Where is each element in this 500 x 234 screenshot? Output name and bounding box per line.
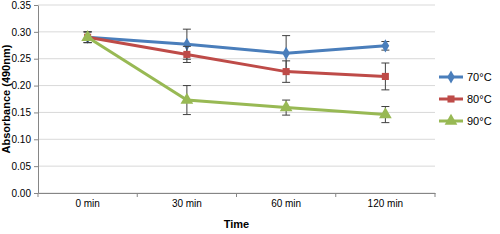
error-bar-cap [282,115,290,116]
data-area [81,29,391,122]
y-tick-mark [34,86,38,87]
x-separator [435,193,436,197]
x-tick: 60 min [271,193,301,209]
error-bar-cap [381,63,389,64]
legend-entry: 90°C [439,114,492,127]
x-tick-label: 30 min [172,198,202,209]
error-bar-cap [84,42,92,43]
error-bar-cap [183,46,191,47]
y-tick-mark [34,112,38,113]
series-marker [283,68,290,75]
x-separator [236,193,237,197]
y-tick-mark [34,59,38,60]
legend-entry: 80°C [439,93,492,105]
series [81,30,391,123]
y-tick-label: 0.30 [12,27,32,38]
error-bar [183,29,191,59]
y-tick-mark [34,5,38,6]
y-tick: 0.20 [12,80,38,91]
y-tick: 0.05 [12,161,38,172]
y-tick-label: 0.05 [12,161,32,172]
legend-label: 70°C [467,71,492,83]
y-axis: 0.00 0.05 0.10 0.15 0.20 0.25 0.30 0.35 [12,0,39,199]
x-axis-title: Time [224,218,249,230]
plot: 0.00 0.05 0.10 0.15 0.20 0.25 0.30 0.35 0 min 30 … [12,0,436,209]
legend-marker [447,70,455,83]
y-tick: 0.35 [12,0,38,11]
series-marker [382,39,390,52]
error-bar [282,61,290,82]
x-axis: 0 min 30 min 60 min 120 min [38,193,436,209]
series-marker [379,107,392,118]
error-bar-cap [282,82,290,83]
y-tick-label: 0.25 [12,53,32,64]
legend-entry: 70°C [439,70,492,83]
error-bar-cap [282,60,290,61]
y-tick: 0.15 [12,107,38,118]
series [84,32,390,90]
series-line [88,37,386,114]
y-tick-mark [34,139,38,140]
x-tick: 120 min [368,193,404,209]
y-axis-title: Absorbance (490nm) [0,44,12,153]
legend-label: 80°C [467,93,492,105]
error-bar-cap [183,29,191,30]
y-tick: 0.10 [12,134,38,145]
series-marker [183,51,190,58]
grid-line [38,139,435,140]
grid-line [38,58,435,59]
y-tick-label: 0.20 [12,80,32,91]
grid-line [38,85,435,86]
legend: 70°C 80°C 90°C [439,70,492,126]
series-marker [181,93,194,104]
grid-line [38,31,435,32]
series-line [88,37,386,76]
error-bar-cap [381,106,389,107]
grid-line [38,5,435,6]
grid [38,5,435,193]
legend-marker [447,95,454,102]
x-tick: 0 min [75,193,99,209]
x-separators [38,193,435,197]
x-separator [137,193,138,197]
x-tick-label: 120 min [368,198,404,209]
y-tick-label: 0.00 [12,188,32,199]
y-tick-label: 0.35 [12,0,32,11]
y-axis-line [38,6,39,194]
chart: 0.00 0.05 0.10 0.15 0.20 0.25 0.30 0.35 0 min 30 … [0,0,500,234]
error-bar-cap [381,89,389,90]
error-bar-cap [183,85,191,86]
y-tick-mark [34,32,38,33]
series-marker [382,73,389,80]
error-bar-cap [282,35,290,36]
error-bar-cap [84,42,92,43]
series-marker [280,100,293,111]
y-tick: 0.00 [12,188,38,199]
x-separator [38,193,39,197]
x-tick: 30 min [172,193,202,209]
y-tick-label: 0.10 [12,134,32,145]
error-bar [381,63,389,90]
error-bar-cap [381,122,389,123]
y-tick-mark [34,166,38,167]
y-tick-label: 0.15 [12,107,32,118]
legend-label: 90°C [467,115,492,127]
series-marker [81,30,94,41]
grid-line [38,166,435,167]
error-bar-cap [183,62,191,63]
y-tick-mark [34,193,38,194]
error-bar-cap [84,42,92,43]
legend-marker [445,114,458,125]
error-bar [183,46,191,62]
x-tick-label: 60 min [271,198,301,209]
error-bar-cap [183,114,191,115]
x-separator [335,193,336,197]
series-marker [282,47,290,60]
y-tick: 0.25 [12,53,38,64]
y-tick: 0.30 [12,27,38,38]
x-tick-label: 0 min [75,198,99,209]
